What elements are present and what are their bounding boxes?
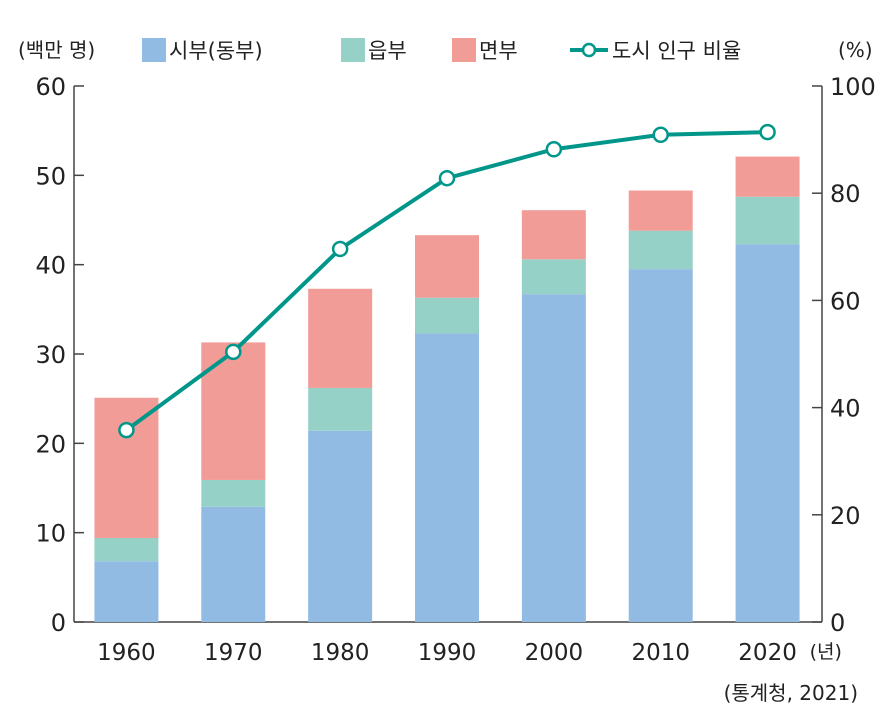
y-tick-label-right: 0	[830, 609, 845, 637]
bar-segment	[308, 387, 373, 431]
y-tick-label-left: 40	[35, 252, 66, 280]
line-point	[438, 169, 456, 187]
x-tick-label: 1960	[97, 640, 156, 666]
bar-segment	[308, 288, 373, 388]
bar-segment	[415, 297, 479, 334]
y-tick-label-left: 60	[35, 73, 66, 101]
x-tick-label: 2000	[525, 640, 584, 666]
bar-segment	[521, 259, 586, 295]
bar-segment	[94, 561, 159, 622]
bar-segment	[308, 430, 373, 622]
legend-swatch	[142, 38, 166, 62]
legend-label: 읍부	[368, 39, 407, 63]
bar-segment	[415, 235, 479, 298]
y-label-right: (%)	[838, 38, 873, 62]
x-tick-label: 2010	[631, 640, 690, 666]
x-unit-label: (년)	[810, 641, 842, 663]
y-tick-label-left: 30	[35, 341, 66, 369]
legend-marker	[581, 42, 597, 58]
legend-label: 도시 인구 비율	[612, 39, 741, 63]
y-tick-label-left: 50	[35, 162, 66, 190]
bar-segment	[628, 269, 693, 622]
x-tick-label: 1990	[418, 640, 477, 666]
bar-segment	[201, 506, 266, 622]
bar-segment	[415, 333, 479, 622]
bar-segment	[201, 342, 266, 480]
y-tick-label-right: 100	[830, 73, 876, 101]
y-tick-label-right: 60	[830, 287, 861, 315]
line-point	[118, 421, 135, 439]
bar-segment	[94, 538, 159, 562]
x-tick-label: 2020	[738, 640, 797, 666]
x-tick-label: 1980	[311, 640, 370, 666]
bar-segment	[521, 294, 586, 622]
legend-swatch	[452, 38, 476, 62]
bar-segment	[628, 190, 693, 231]
y-tick-label-right: 80	[830, 180, 861, 208]
y-tick-label-right: 40	[830, 395, 861, 423]
line-point	[545, 140, 563, 158]
line-point	[652, 126, 669, 144]
y-tick-label-left: 0	[51, 609, 66, 637]
legend-label: 면부	[479, 39, 518, 63]
y-tick-label-left: 20	[35, 430, 66, 458]
y-tick-label-left: 10	[35, 520, 66, 548]
line-point	[225, 343, 242, 361]
line-point	[759, 123, 776, 141]
bar-segment	[201, 479, 266, 507]
bar-segment	[735, 156, 800, 197]
y-tick-label-right: 20	[830, 502, 861, 530]
line-point	[331, 240, 349, 258]
bar-segment	[94, 397, 159, 539]
bar-segment	[521, 210, 586, 260]
bar-segment	[735, 196, 800, 245]
y-label-left: (백만 명)	[18, 38, 95, 62]
bar-segment	[735, 244, 800, 622]
legend-swatch	[341, 38, 365, 62]
x-tick-label: 1970	[204, 640, 263, 666]
source-label: (통계청, 2021)	[724, 681, 858, 705]
legend-label: 시부(동부)	[169, 39, 263, 63]
bar-segment	[628, 230, 693, 270]
